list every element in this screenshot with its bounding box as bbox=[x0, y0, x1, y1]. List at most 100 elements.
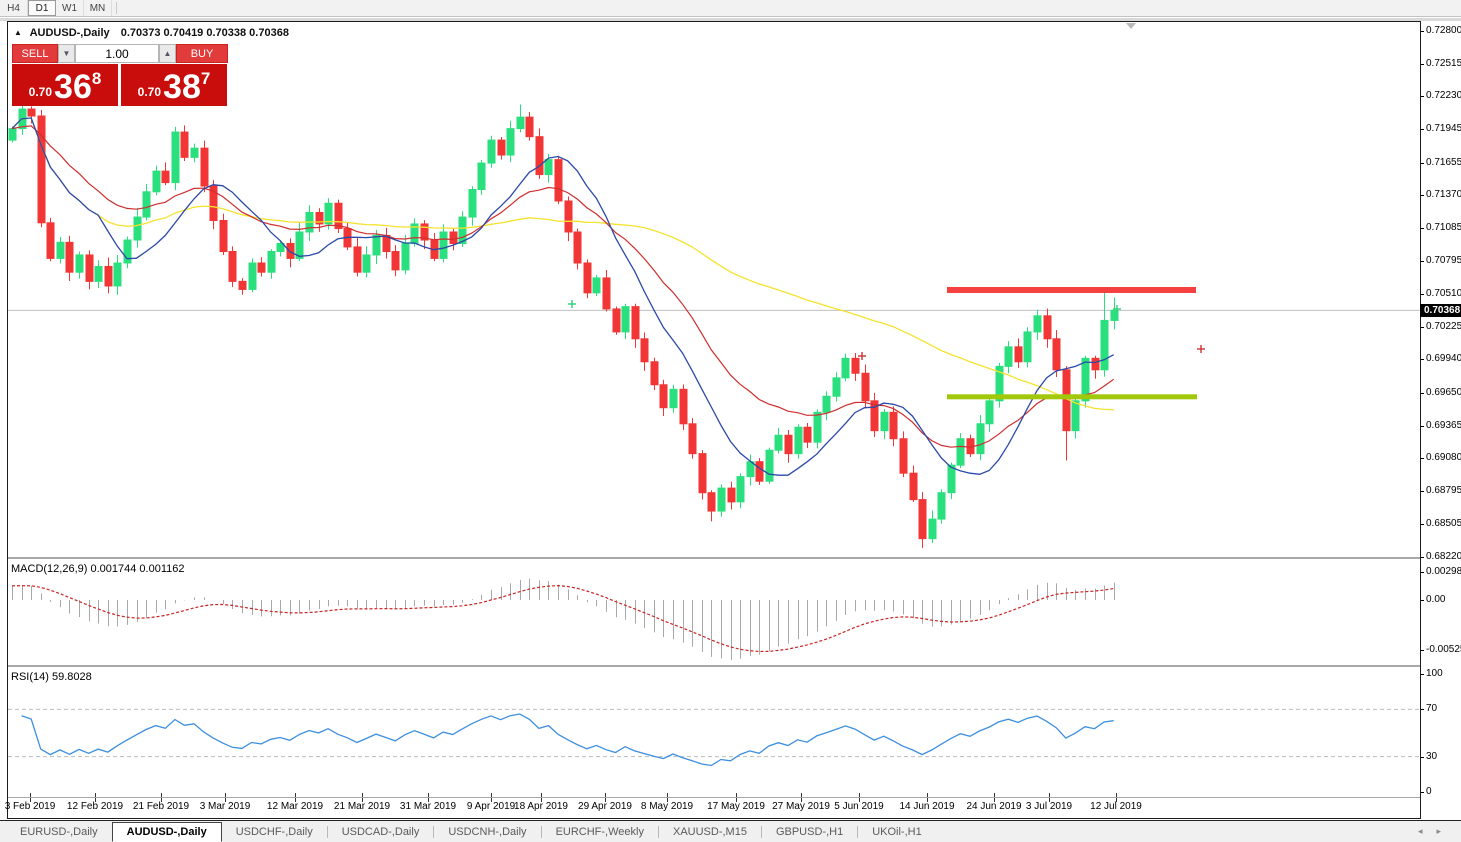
price-axis-label: 0.68505 bbox=[1426, 518, 1461, 529]
rsi-bottom-tick bbox=[161, 793, 162, 797]
chart-tab-usdcad-daily[interactable]: USDCAD-,Daily bbox=[341, 826, 420, 838]
sell-price-box[interactable]: 0.70 36 8 bbox=[12, 64, 118, 106]
timeframe-d1-button[interactable]: D1 bbox=[28, 0, 56, 16]
sell-button[interactable]: SELL bbox=[12, 44, 58, 63]
date-tick bbox=[1049, 798, 1050, 802]
candlestick-series bbox=[8, 90, 1119, 548]
sell-price-prefix: 0.70 bbox=[28, 85, 53, 99]
macd-signal-line bbox=[11, 585, 1114, 653]
rsi-label: RSI(14) 59.8028 bbox=[11, 671, 92, 683]
rsi-bottom-tick bbox=[859, 793, 860, 797]
price-axis-label: 0.68795 bbox=[1426, 485, 1461, 496]
price-axis-label-tick bbox=[1421, 393, 1424, 394]
support-line bbox=[947, 394, 1197, 400]
price-axis-label: 0.70795 bbox=[1426, 255, 1461, 266]
rsi-axis-label: 30 bbox=[1426, 751, 1438, 762]
chart-ohlc-quotes: 0.70373 0.70419 0.70338 0.70368 bbox=[120, 27, 289, 39]
date-axis-label: 3 Feb 2019 bbox=[4, 801, 56, 812]
date-axis-label: 14 Jun 2019 bbox=[899, 801, 955, 812]
date-tick bbox=[1116, 798, 1117, 802]
price-axis-label-tick bbox=[1421, 228, 1424, 229]
chart-tab-eurusd-daily[interactable]: EURUSD-,Daily bbox=[20, 826, 98, 838]
date-axis-label: 8 May 2019 bbox=[640, 801, 694, 812]
price-axis-label: 0.70510 bbox=[1426, 288, 1461, 299]
price-chart[interactable] bbox=[8, 22, 1420, 557]
rsi-bottom-tick bbox=[801, 793, 802, 797]
rsi-bottom-tick bbox=[736, 793, 737, 797]
macd-axis-label-tick bbox=[1421, 572, 1424, 573]
price-axis-label-tick bbox=[1421, 163, 1424, 164]
date-tick bbox=[736, 798, 737, 802]
price-axis-label-tick bbox=[1421, 327, 1424, 328]
price-axis-label-tick bbox=[1421, 31, 1424, 32]
price-axis-label: 0.71370 bbox=[1426, 189, 1461, 200]
date-tick bbox=[667, 798, 668, 802]
chart-tab-eurchf-weekly[interactable]: EURCHF-,Weekly bbox=[555, 826, 644, 838]
price-axis-label-tick bbox=[1421, 557, 1424, 558]
chart-tab-usdcnh-daily[interactable]: USDCNH-,Daily bbox=[448, 826, 527, 838]
date-axis-label: 21 Mar 2019 bbox=[333, 801, 391, 812]
tab-scroll-arrows[interactable]: ◂▸ bbox=[1417, 826, 1455, 836]
chart-tab-audusd-daily[interactable]: AUDUSD-,Daily bbox=[111, 822, 222, 842]
price-axis-label-tick bbox=[1421, 458, 1424, 459]
date-axis-label: 18 Apr 2019 bbox=[514, 801, 568, 812]
rsi-axis-label-tick bbox=[1421, 674, 1424, 675]
chart-tab-xauusd-m15[interactable]: XAUUSD-,M15 bbox=[672, 826, 747, 838]
date-axis-label: 21 Feb 2019 bbox=[132, 801, 190, 812]
chart-tab-ukoil-h1[interactable]: UKOil-,H1 bbox=[872, 826, 922, 838]
price-axis-label: 0.71085 bbox=[1426, 222, 1461, 233]
tab-separator bbox=[433, 826, 435, 838]
price-axis-label: 0.70225 bbox=[1426, 321, 1461, 332]
price-axis-label: 0.69940 bbox=[1426, 353, 1461, 364]
chart-shift-marker-icon[interactable] bbox=[1126, 23, 1136, 29]
timeframe-mn-button[interactable]: MN bbox=[84, 0, 112, 16]
rsi-line bbox=[21, 713, 1114, 767]
collapse-triangle-icon[interactable]: ▲ bbox=[14, 28, 22, 37]
price-axis[interactable]: 0.72800 0.72515 0.72230 0.71945 0.71655 0.713… bbox=[1421, 0, 1461, 820]
current-price-tag: 0.70368 bbox=[1420, 304, 1461, 317]
rsi-axis-label-tick bbox=[1421, 757, 1424, 758]
price-axis-label-tick bbox=[1421, 195, 1424, 196]
price-axis-label: 0.72800 bbox=[1426, 25, 1461, 36]
rsi-bottom-tick bbox=[927, 793, 928, 797]
rsi-bottom-tick bbox=[541, 793, 542, 797]
date-tick bbox=[30, 798, 31, 802]
rsi-bottom-tick bbox=[667, 793, 668, 797]
tab-separator bbox=[857, 826, 859, 838]
volume-input[interactable]: 1.00 bbox=[75, 44, 159, 63]
rsi-bottom-tick bbox=[1116, 793, 1117, 797]
tab-separator bbox=[540, 826, 542, 838]
buy-price-box[interactable]: 0.70 38 7 bbox=[121, 64, 227, 106]
chart-tab-usdchf-daily[interactable]: USDCHF-,Daily bbox=[235, 826, 313, 838]
macd-axis-label: 0.002984 bbox=[1426, 566, 1461, 577]
rsi-bottom-tick bbox=[30, 793, 31, 797]
date-tick bbox=[491, 798, 492, 802]
rsi-bottom-tick bbox=[295, 793, 296, 797]
timeframe-h4-button[interactable]: H4 bbox=[0, 0, 28, 16]
one-click-trading-widget: SELL ▼ 1.00 ▲ BUY 0.70 36 8 0.70 38 7 bbox=[12, 44, 228, 106]
date-axis-label: 12 Jul 2019 bbox=[1090, 801, 1142, 812]
date-axis[interactable]: 3 Feb 2019 12 Feb 2019 21 Feb 2019 3 Mar 20… bbox=[4, 798, 1420, 818]
timeframe-w1-button[interactable]: W1 bbox=[56, 0, 84, 16]
rsi-bottom-tick bbox=[428, 793, 429, 797]
price-axis-label-tick bbox=[1421, 129, 1424, 130]
date-tick bbox=[428, 798, 429, 802]
macd-panel[interactable] bbox=[8, 559, 1420, 665]
price-axis-label-tick bbox=[1421, 294, 1424, 295]
volume-increase-button[interactable]: ▲ bbox=[159, 44, 176, 63]
macd-axis-label: 0.00 bbox=[1426, 594, 1446, 605]
rsi-separator[interactable] bbox=[8, 665, 1420, 667]
rsi-panel[interactable] bbox=[8, 667, 1420, 797]
axis-separator bbox=[8, 797, 1420, 798]
rsi-bottom-tick bbox=[994, 793, 995, 797]
chart-tab-gbpusd-h1[interactable]: GBPUSD-,H1 bbox=[775, 826, 844, 838]
window-top-band bbox=[0, 18, 1461, 21]
chart-window-frame bbox=[7, 21, 1421, 819]
rsi-bottom-tick bbox=[225, 793, 226, 797]
volume-decrease-button[interactable]: ▼ bbox=[58, 44, 75, 63]
macd-separator[interactable] bbox=[8, 557, 1420, 559]
price-axis-label-tick bbox=[1421, 96, 1424, 97]
buy-button[interactable]: BUY bbox=[176, 44, 228, 63]
rsi-axis-label: 100 bbox=[1426, 668, 1443, 679]
